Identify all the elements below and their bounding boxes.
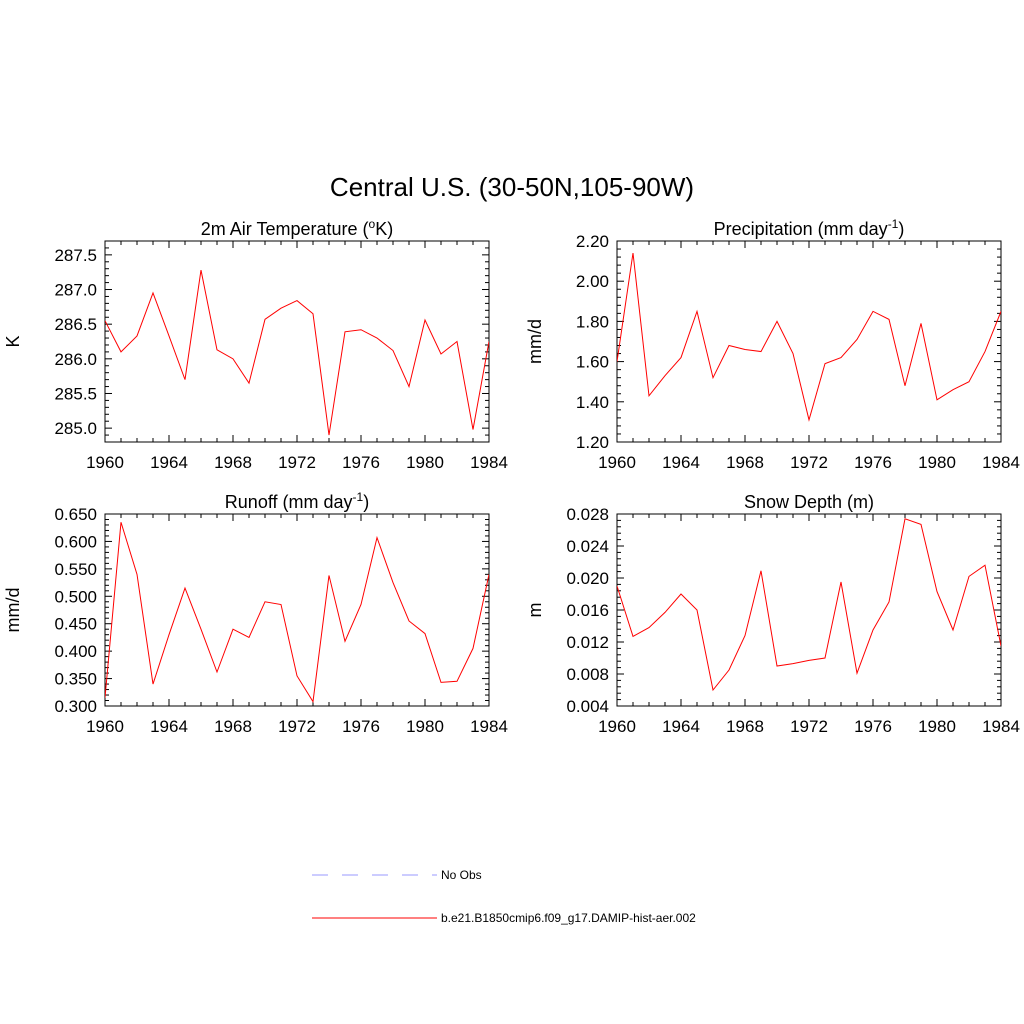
panel-title-part: Precipitation (mm day bbox=[714, 219, 888, 239]
x-tick-label: 1972 bbox=[278, 717, 316, 736]
panel-runoff: 1960 1964 1968 1972 1976 1980 1984 0.300 0.350 0.… bbox=[3, 490, 508, 736]
panel-title-part: Snow Depth (m) bbox=[744, 492, 874, 512]
y-tick-label: 0.020 bbox=[566, 569, 609, 588]
plot-frame bbox=[104, 513, 490, 707]
y-axis-label: K bbox=[3, 335, 23, 347]
plot-frame bbox=[104, 240, 490, 443]
y-axis-label: mm/d bbox=[3, 588, 23, 633]
x-tick-label: 1980 bbox=[406, 717, 444, 736]
x-tick-label: 1976 bbox=[342, 717, 380, 736]
x-tick-label: 1984 bbox=[470, 453, 508, 472]
model-series-line bbox=[105, 522, 489, 704]
panel-title-part: ) bbox=[898, 219, 904, 239]
panel-title-superscript: o bbox=[369, 217, 376, 231]
x-tick-label: 1968 bbox=[726, 717, 764, 736]
panel-title: Runoff (mm day-1) bbox=[225, 490, 369, 512]
y-axis-label: m bbox=[525, 603, 545, 618]
y-tick-label: 0.600 bbox=[54, 532, 97, 551]
panels: 1960 1964 1968 1972 1976 1980 1984 285.0 285.5 28… bbox=[3, 217, 1020, 736]
x-tick-label: 1960 bbox=[598, 453, 636, 472]
y-tick-label: 287.0 bbox=[54, 281, 97, 300]
y-tick-label: 0.012 bbox=[566, 633, 609, 652]
x-tick-label: 1972 bbox=[278, 453, 316, 472]
x-tick-label: 1984 bbox=[470, 717, 508, 736]
y-tick-label: 2.20 bbox=[576, 232, 609, 251]
x-tick-label: 1968 bbox=[214, 453, 252, 472]
panel-title: Precipitation (mm day-1) bbox=[714, 217, 905, 239]
y-tick-label: 0.550 bbox=[54, 560, 97, 579]
figure-title: Central U.S. (30-50N,105-90W) bbox=[330, 172, 694, 202]
y-tick-label: 0.008 bbox=[566, 665, 609, 684]
x-tick-label: 1976 bbox=[342, 453, 380, 472]
y-tick-label: 285.0 bbox=[54, 419, 97, 438]
y-tick-label: 0.024 bbox=[566, 537, 609, 556]
x-tick-label: 1984 bbox=[982, 453, 1020, 472]
y-tick-label: 286.5 bbox=[54, 315, 97, 334]
panel-title-part: 2m Air Temperature ( bbox=[201, 219, 369, 239]
y-tick-label: 0.004 bbox=[566, 697, 609, 716]
x-tick-label: 1960 bbox=[86, 453, 124, 472]
plot-frame bbox=[616, 513, 1002, 707]
panel-title-part: K) bbox=[375, 219, 393, 239]
legend-model-label: b.e21.B1850cmip6.f09_g17.DAMIP-hist-aer.… bbox=[441, 911, 696, 925]
model-series-line bbox=[617, 518, 1001, 692]
x-tick-label: 1984 bbox=[982, 717, 1020, 736]
y-tick-label: 0.650 bbox=[54, 505, 97, 524]
panel-title-part: Runoff (mm day bbox=[225, 492, 353, 512]
x-tick-label: 1964 bbox=[662, 453, 700, 472]
legend-obs-label: No Obs bbox=[441, 868, 482, 882]
panel-title-superscript: -1 bbox=[353, 490, 364, 504]
y-tick-label: 0.500 bbox=[54, 587, 97, 606]
panel-title: 2m Air Temperature (oK) bbox=[201, 217, 393, 239]
y-tick-label: 1.20 bbox=[576, 433, 609, 452]
x-tick-label: 1964 bbox=[150, 453, 188, 472]
x-tick-label: 1980 bbox=[918, 453, 956, 472]
plot-frame bbox=[616, 240, 1002, 443]
y-tick-label: 0.400 bbox=[54, 642, 97, 661]
x-tick-label: 1968 bbox=[726, 453, 764, 472]
y-tick-label: 1.80 bbox=[576, 312, 609, 331]
y-tick-label: 0.016 bbox=[566, 601, 609, 620]
x-tick-label: 1972 bbox=[790, 717, 828, 736]
y-tick-label: 2.00 bbox=[576, 272, 609, 291]
panel-precipitation: 1960 1964 1968 1972 1976 1980 1984 1.20 1.40 1.60… bbox=[525, 217, 1020, 472]
panel-title: Snow Depth (m) bbox=[744, 492, 874, 512]
legend: No Obs b.e21.B1850cmip6.f09_g17.DAMIP-his… bbox=[312, 868, 696, 925]
y-tick-label: 287.5 bbox=[54, 246, 97, 265]
y-tick-label: 0.450 bbox=[54, 615, 97, 634]
y-axis-label: mm/d bbox=[525, 319, 545, 364]
panel-temperature: 1960 1964 1968 1972 1976 1980 1984 285.0 285.5 28… bbox=[3, 217, 508, 472]
x-tick-label: 1964 bbox=[150, 717, 188, 736]
panel-title-superscript: -1 bbox=[888, 217, 899, 231]
panel-title-part: ) bbox=[363, 492, 369, 512]
y-tick-label: 1.40 bbox=[576, 393, 609, 412]
model-series-line bbox=[105, 270, 489, 436]
y-tick-label: 285.5 bbox=[54, 384, 97, 403]
y-tick-label: 0.350 bbox=[54, 670, 97, 689]
x-tick-label: 1964 bbox=[662, 717, 700, 736]
panel-snow-depth: 1960 1964 1968 1972 1976 1980 1984 0.004 0.008 0.… bbox=[525, 492, 1020, 736]
y-tick-label: 1.60 bbox=[576, 353, 609, 372]
x-tick-label: 1960 bbox=[86, 717, 124, 736]
x-tick-label: 1968 bbox=[214, 717, 252, 736]
model-series-line bbox=[617, 252, 1001, 422]
x-tick-label: 1980 bbox=[918, 717, 956, 736]
x-tick-label: 1960 bbox=[598, 717, 636, 736]
y-tick-label: 0.028 bbox=[566, 505, 609, 524]
x-tick-label: 1972 bbox=[790, 453, 828, 472]
x-tick-label: 1980 bbox=[406, 453, 444, 472]
x-tick-label: 1976 bbox=[854, 453, 892, 472]
y-tick-label: 0.300 bbox=[54, 697, 97, 716]
x-tick-label: 1976 bbox=[854, 717, 892, 736]
y-tick-label: 286.0 bbox=[54, 350, 97, 369]
